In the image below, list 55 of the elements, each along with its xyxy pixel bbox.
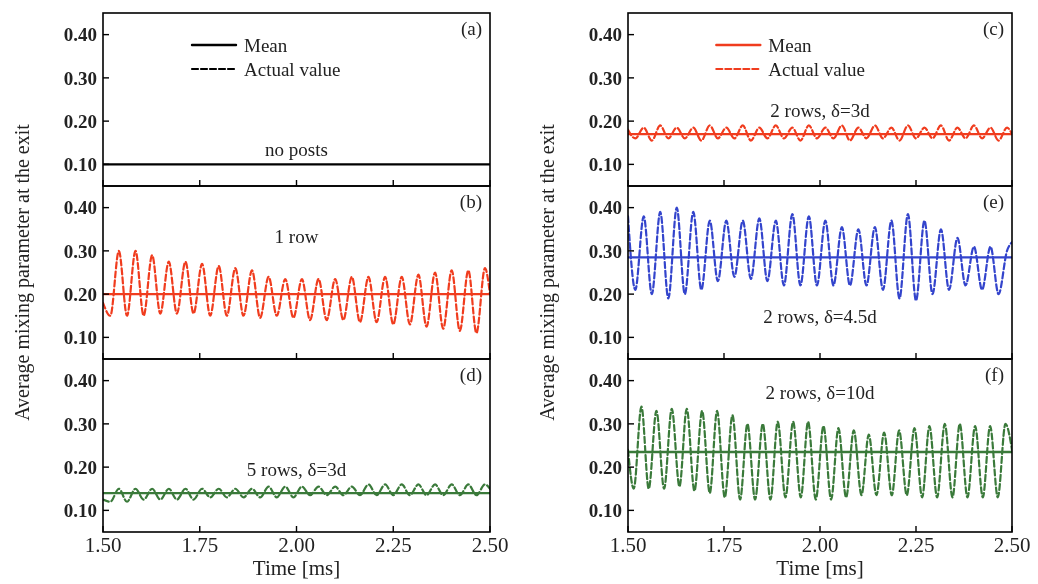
x-tick-label: 2.50: [993, 533, 1031, 557]
y-tick-label: 0.40: [63, 370, 97, 392]
x-tick-label: 2.50: [471, 533, 509, 557]
annotation: (c): [982, 18, 1004, 40]
annotation: (b): [459, 191, 482, 213]
y-tick-label: 0.20: [588, 283, 622, 305]
y-tick-label: 0.20: [63, 110, 97, 132]
x-axis-title: Time [ms]: [776, 556, 864, 580]
legend-label: Actual value: [768, 58, 865, 80]
y-tick-label: 0.10: [588, 154, 622, 176]
x-tick-label: 1.50: [609, 533, 647, 557]
y-tick-label: 0.30: [588, 240, 622, 262]
y-tick-label: 0.40: [63, 24, 97, 46]
legend-label: Mean: [768, 34, 813, 56]
x-tick-label: 2.00: [278, 533, 315, 557]
annotation: 2 rows, δ=4.5d: [763, 305, 878, 327]
x-tick-label: 2.25: [374, 533, 412, 557]
annotation: 2 rows, δ=10d: [765, 381, 875, 403]
legend-label: Actual value: [244, 58, 341, 80]
annotation: (d): [459, 364, 482, 386]
y-tick-label: 0.40: [63, 197, 97, 219]
x-tick-label: 1.75: [705, 533, 743, 557]
annotation: (e): [982, 191, 1004, 213]
y-tick-label: 0.20: [63, 283, 97, 305]
y-tick-label: 0.30: [63, 67, 97, 89]
x-tick-label: 1.75: [181, 533, 219, 557]
y-tick-label: 0.20: [63, 456, 97, 478]
x-tick-label: 1.50: [84, 533, 122, 557]
annotation: (f): [985, 364, 1004, 386]
y-tick-label: 0.40: [588, 370, 622, 392]
y-tick-label: 0.10: [63, 154, 97, 176]
y-tick-label: 0.30: [588, 67, 622, 89]
y-tick-label: 0.30: [63, 413, 97, 435]
y-tick-label: 0.40: [588, 24, 622, 46]
y-tick-label: 0.10: [588, 500, 622, 522]
y-axis-title: Average mixing parameter at the exit: [11, 123, 34, 421]
y-tick-label: 0.10: [63, 500, 97, 522]
line-series: [103, 483, 490, 503]
x-axis-title: Time [ms]: [252, 556, 341, 580]
annotation: 5 rows, δ=3d: [246, 459, 347, 481]
y-tick-label: 0.20: [588, 110, 622, 132]
legend-label: Mean: [244, 34, 288, 56]
y-tick-label: 0.30: [63, 240, 97, 262]
annotation: 1 row: [274, 225, 319, 247]
x-tick-label: 2.25: [897, 533, 935, 557]
annotation: 2 rows, δ=3d: [770, 100, 871, 122]
x-tick-label: 2.00: [801, 533, 839, 557]
annotation: (a): [460, 18, 482, 40]
y-axis-title: Average mixing parameter at the exit: [536, 123, 559, 421]
y-tick-label: 0.10: [63, 327, 97, 349]
y-tick-label: 0.10: [588, 327, 622, 349]
annotation: no posts: [265, 139, 328, 161]
y-tick-label: 0.30: [588, 413, 622, 435]
y-tick-label: 0.20: [588, 456, 622, 478]
y-tick-label: 0.40: [588, 197, 622, 219]
